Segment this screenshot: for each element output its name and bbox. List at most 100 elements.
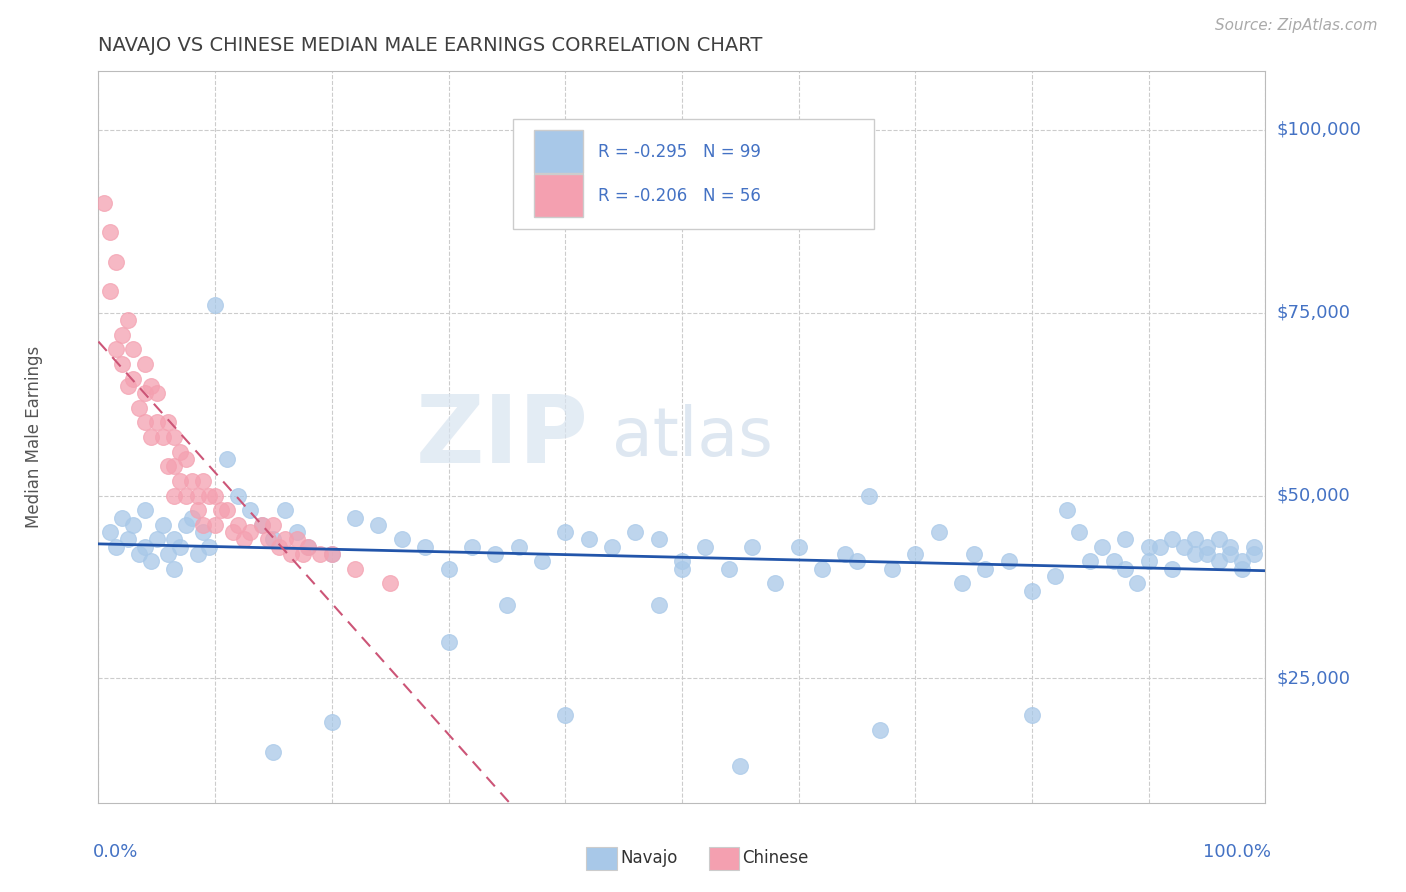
Point [146, 416, 169, 430]
Point [1243, 547, 1265, 561]
Point [1243, 540, 1265, 554]
Point [163, 533, 186, 547]
Point [174, 489, 197, 503]
Point [880, 562, 903, 576]
Point [285, 525, 308, 540]
Point [187, 489, 209, 503]
Point [262, 517, 284, 532]
Point [1114, 562, 1136, 576]
Point [321, 547, 343, 561]
Point [285, 533, 308, 547]
Point [1195, 547, 1218, 561]
Point [193, 474, 215, 488]
Point [157, 459, 180, 474]
Point [187, 503, 209, 517]
Point [122, 371, 145, 385]
Point [122, 517, 145, 532]
Point [484, 547, 506, 561]
Point [1102, 554, 1125, 568]
Point [321, 547, 343, 561]
Point [117, 379, 139, 393]
Point [122, 343, 145, 357]
Point [250, 517, 273, 532]
Point [1067, 525, 1090, 540]
Point [554, 525, 576, 540]
Point [239, 503, 262, 517]
Point [904, 547, 927, 561]
Point [111, 357, 134, 371]
Point [950, 576, 973, 591]
Point [198, 489, 221, 503]
Point [321, 715, 343, 730]
Point [174, 517, 197, 532]
Point [1161, 562, 1184, 576]
Point [1137, 554, 1160, 568]
Text: atlas: atlas [612, 404, 773, 470]
Point [530, 554, 553, 568]
Text: ZIP: ZIP [416, 391, 589, 483]
Point [152, 517, 174, 532]
Point [600, 540, 623, 554]
Point [554, 708, 576, 723]
Point [187, 547, 209, 561]
Point [578, 533, 600, 547]
Point [1021, 583, 1043, 598]
Point [228, 517, 250, 532]
Point [496, 599, 519, 613]
Point [250, 517, 273, 532]
Point [413, 540, 436, 554]
Text: Median Male Earnings: Median Male Earnings [25, 346, 44, 528]
Text: NAVAJO VS CHINESE MEDIAN MALE EARNINGS CORRELATION CHART: NAVAJO VS CHINESE MEDIAN MALE EARNINGS C… [98, 36, 763, 54]
Text: Navajo: Navajo [620, 848, 678, 867]
Point [221, 525, 243, 540]
Point [139, 430, 162, 444]
Point [169, 474, 191, 488]
Point [309, 547, 332, 561]
Point [1219, 540, 1241, 554]
Point [104, 540, 127, 554]
Text: R = -0.295   N = 99: R = -0.295 N = 99 [598, 143, 761, 161]
Point [1091, 540, 1114, 554]
Point [139, 554, 162, 568]
Point [117, 313, 139, 327]
Text: R = -0.206   N = 56: R = -0.206 N = 56 [598, 186, 761, 204]
Point [134, 386, 156, 401]
Point [1161, 533, 1184, 547]
Text: $100,000: $100,000 [1277, 121, 1361, 139]
Point [111, 510, 134, 524]
Point [858, 489, 880, 503]
Point [1056, 503, 1078, 517]
Point [508, 540, 530, 554]
Point [1219, 547, 1241, 561]
Point [962, 547, 984, 561]
Point [262, 745, 284, 759]
Point [787, 540, 810, 554]
Point [1045, 569, 1067, 583]
Point [671, 562, 693, 576]
Point [437, 635, 460, 649]
Point [269, 540, 291, 554]
Text: $25,000: $25,000 [1277, 670, 1351, 688]
Point [624, 525, 647, 540]
Point [262, 533, 284, 547]
Point [730, 759, 752, 773]
Point [104, 343, 127, 357]
Point [204, 298, 226, 312]
Point [134, 540, 156, 554]
Point [291, 547, 314, 561]
FancyBboxPatch shape [709, 847, 740, 870]
Point [344, 562, 367, 576]
Point [134, 416, 156, 430]
Point [1208, 533, 1230, 547]
Point [134, 503, 156, 517]
Point [117, 533, 139, 547]
Point [1173, 540, 1195, 554]
Point [163, 489, 186, 503]
Point [228, 489, 250, 503]
Point [128, 401, 150, 415]
Point [111, 327, 134, 342]
Point [169, 540, 191, 554]
Point [1195, 540, 1218, 554]
Point [198, 540, 221, 554]
Point [163, 562, 186, 576]
